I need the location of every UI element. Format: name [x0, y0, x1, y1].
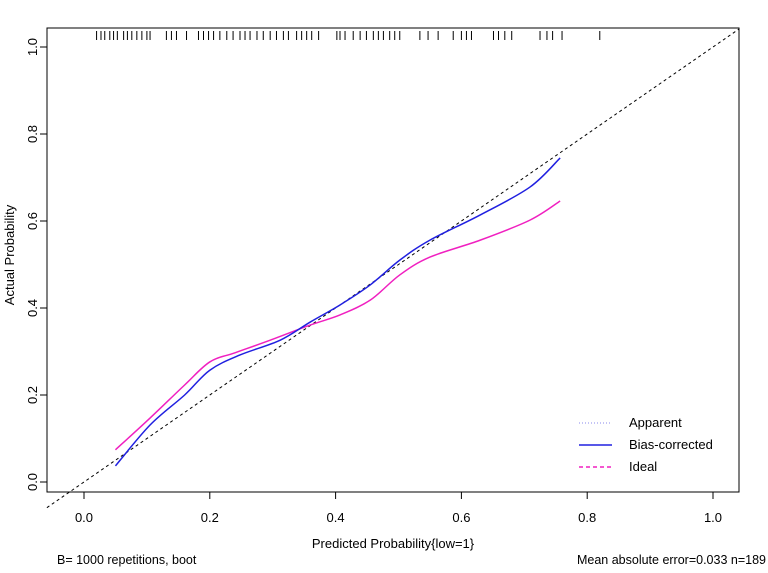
plot-frame — [46, 27, 740, 493]
x-tick-label: 0.6 — [452, 510, 470, 525]
y-tick-label: 0.8 — [25, 125, 40, 143]
ideal-line — [46, 28, 740, 509]
legend-label-bias-corrected: Bias-corrected — [629, 437, 713, 452]
x-tick-label: 0.4 — [327, 510, 345, 525]
footnote-right: Mean absolute error=0.033 n=189 — [577, 553, 766, 567]
y-tick-label: 1.0 — [25, 38, 40, 56]
x-axis-label: Predicted Probability{low=1} — [312, 536, 475, 551]
legend-label-apparent: Apparent — [629, 415, 682, 430]
x-tick-label: 0.8 — [578, 510, 596, 525]
x-tick-label: 0.2 — [201, 510, 219, 525]
y-tick-label: 0.0 — [25, 473, 40, 491]
legend-label-ideal: Ideal — [629, 459, 657, 474]
legend: Apparent Bias-corrected Ideal — [579, 415, 713, 474]
footnote-left: B= 1000 repetitions, boot — [57, 553, 197, 567]
bias-corrected-curve — [114, 157, 561, 467]
y-tick-label: 0.2 — [25, 386, 40, 404]
y-tick-label: 0.4 — [25, 299, 40, 317]
x-tick-label: 0.0 — [75, 510, 93, 525]
y-tick-label: 0.6 — [25, 212, 40, 230]
x-tick-label: 1.0 — [704, 510, 722, 525]
apparent-curve — [114, 200, 561, 451]
y-axis-label: Actual Probability — [2, 204, 17, 305]
